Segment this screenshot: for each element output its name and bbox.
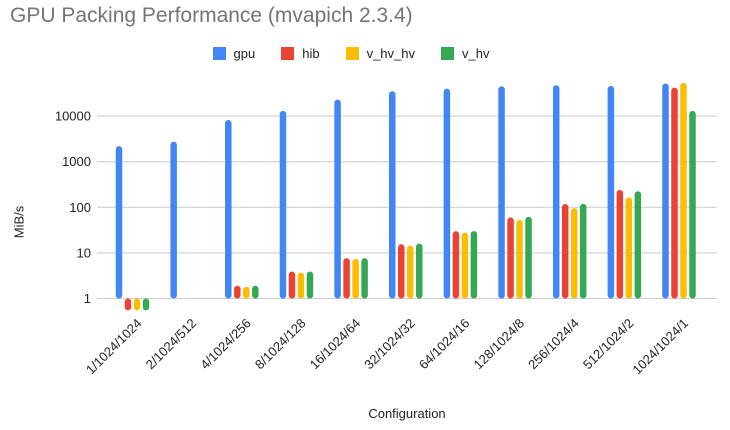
- y-tick-label: 10: [77, 245, 91, 260]
- bar-gpu-8/1024/128[interactable]: [279, 110, 287, 299]
- x-tick-label: 256/1024/4: [525, 316, 582, 373]
- legend-label: v_hv_hv: [366, 45, 415, 61]
- legend-item-gpu[interactable]: gpu: [212, 45, 256, 61]
- bar-hib-256/1024/4[interactable]: [561, 204, 569, 299]
- legend-swatch-v_hv_hv: [345, 46, 359, 60]
- bar-v_hv-8/1024/128[interactable]: [306, 271, 314, 299]
- x-tick-label: 16/1024/64: [307, 316, 364, 373]
- bar-v_hv_hv-64/1024/16[interactable]: [461, 232, 469, 299]
- chart-title: GPU Packing Performance (mvapich 2.3.4): [10, 4, 413, 27]
- x-tick-label: 4/1024/256: [197, 316, 254, 373]
- legend-label: gpu: [233, 45, 256, 61]
- bar-v_hv-128/1024/8[interactable]: [525, 216, 532, 299]
- bar-v_hv_hv-512/1024/2[interactable]: [625, 197, 633, 299]
- bar-v_hv-1/1024/1024[interactable]: [142, 298, 150, 311]
- legend-swatch-v_hv: [441, 46, 454, 60]
- x-axis-title: Configuration: [368, 406, 446, 421]
- bar-gpu-2/1024/512[interactable]: [170, 141, 177, 299]
- bar-gpu-128/1024/8[interactable]: [498, 86, 505, 299]
- y-tick-label: 10000: [55, 109, 91, 124]
- bar-hib-1024/1024/1[interactable]: [671, 87, 678, 299]
- bar-hib-4/1024/256[interactable]: [234, 285, 241, 299]
- bar-v_hv-16/1024/64[interactable]: [361, 258, 368, 299]
- bar-v_hv_hv-1/1024/1024[interactable]: [133, 298, 141, 311]
- y-axis-title: MiB/s: [11, 205, 27, 239]
- legend-label: v_hv: [462, 45, 490, 61]
- bar-v_hv_hv-16/1024/64[interactable]: [352, 258, 359, 299]
- bar-gpu-512/1024/2[interactable]: [607, 85, 615, 299]
- bar-v_hv-32/1024/32[interactable]: [416, 243, 423, 299]
- x-tick-label: 128/1024/8: [471, 316, 528, 373]
- bar-v_hv-1024/1024/1[interactable]: [689, 110, 696, 299]
- bar-v_hv-64/1024/16[interactable]: [470, 231, 478, 299]
- x-tick-label: 8/1024/128: [252, 316, 309, 373]
- bar-v_hv_hv-4/1024/256[interactable]: [243, 286, 250, 299]
- bar-gpu-1/1024/1024[interactable]: [115, 146, 123, 299]
- bar-hib-64/1024/16[interactable]: [452, 231, 460, 299]
- x-tick-label: 32/1024/32: [361, 316, 418, 373]
- bar-hib-512/1024/2[interactable]: [616, 189, 624, 299]
- x-tick-label: 512/1024/2: [580, 316, 637, 373]
- y-tick-label: 1000: [62, 154, 91, 169]
- bar-hib-8/1024/128[interactable]: [288, 271, 296, 299]
- bar-v_hv_hv-32/1024/32[interactable]: [407, 245, 414, 299]
- x-tick-label: 2/1024/512: [143, 316, 200, 373]
- x-tick-label: 64/1024/16: [416, 316, 473, 373]
- bar-hib-16/1024/64[interactable]: [343, 258, 350, 299]
- bar-v_hv_hv-256/1024/4[interactable]: [570, 208, 578, 299]
- y-tick-label: 1: [84, 291, 91, 306]
- bar-v_hv_hv-1024/1024/1[interactable]: [680, 82, 687, 299]
- legend-label: hib: [302, 45, 320, 61]
- x-tick-label: 1024/1024/1: [629, 316, 691, 378]
- legend-item-hib[interactable]: hib: [281, 45, 320, 61]
- legend-item-v_hv[interactable]: v_hv: [441, 46, 489, 61]
- legend-swatch-gpu: [212, 46, 226, 60]
- bar-hib-128/1024/8[interactable]: [507, 217, 514, 299]
- legend-item-v_hv_hv[interactable]: v_hv_hv: [345, 45, 415, 61]
- bar-gpu-256/1024/4[interactable]: [552, 85, 560, 299]
- x-tick-label: 1/1024/1024: [83, 316, 145, 378]
- y-tick-label: 100: [69, 200, 91, 215]
- bar-v_hv_hv-8/1024/128[interactable]: [297, 272, 305, 299]
- bar-v_hv_hv-128/1024/8[interactable]: [516, 219, 523, 299]
- legend-swatch-hib: [281, 46, 295, 60]
- bar-gpu-64/1024/16[interactable]: [443, 88, 451, 299]
- bar-v_hv-256/1024/4[interactable]: [579, 203, 587, 299]
- legend: gpu hib v_hv_hv v_hv: [0, 44, 716, 62]
- bar-hib-1/1024/1024[interactable]: [124, 298, 132, 311]
- bar-gpu-4/1024/256[interactable]: [225, 120, 232, 299]
- bar-gpu-16/1024/64[interactable]: [334, 99, 341, 299]
- bar-v_hv-4/1024/256[interactable]: [252, 285, 259, 299]
- bar-gpu-32/1024/32[interactable]: [389, 91, 396, 299]
- bar-v_hv-512/1024/2[interactable]: [634, 191, 642, 299]
- bar-hib-32/1024/32[interactable]: [398, 244, 405, 299]
- bar-gpu-1024/1024/1[interactable]: [662, 83, 669, 299]
